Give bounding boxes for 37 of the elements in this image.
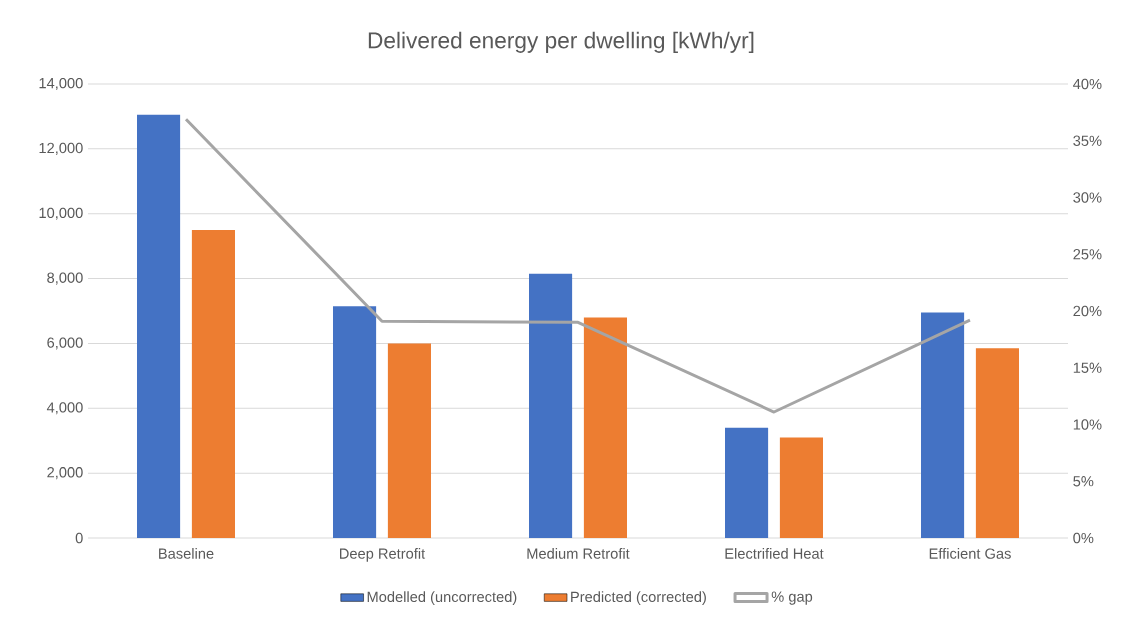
x-tick-label: Medium Retrofit — [527, 548, 630, 559]
y2-tick-label: 15% — [1073, 362, 1102, 373]
y-tick-label: 8,000 — [47, 272, 83, 285]
bar — [137, 114, 181, 538]
y2-tick-label: 20% — [1073, 305, 1102, 317]
bar — [387, 343, 431, 538]
bar — [583, 317, 627, 538]
bar — [529, 273, 573, 538]
x-tick-label: Electrified Heat — [725, 548, 824, 559]
y-tick-label: 0 — [75, 532, 83, 544]
bar — [921, 312, 965, 538]
y2-tick-label: 10% — [1073, 419, 1102, 430]
y2-tick-label: 40% — [1073, 78, 1102, 90]
bar — [725, 427, 769, 538]
y2-tick-label: 35% — [1073, 135, 1102, 146]
y-tick-label: 14,000 — [39, 77, 83, 91]
y-tick-label: 2,000 — [47, 467, 83, 480]
y-tick-label: 6,000 — [47, 337, 83, 350]
bar — [779, 437, 823, 538]
y-tick-label: 12,000 — [39, 142, 83, 155]
line-series — [184, 117, 972, 414]
y-tick-label: 4,000 — [46, 402, 83, 415]
bar — [191, 229, 235, 538]
y-tick-label: 10,000 — [39, 207, 83, 220]
y2-tick-label: 0% — [1073, 532, 1094, 544]
y2-tick-label: 30% — [1073, 192, 1102, 203]
legend-label: Modelled (uncorrected) — [367, 591, 517, 605]
bar — [333, 306, 377, 538]
x-tick-label: Baseline — [159, 548, 214, 559]
y2-tick-label: 5% — [1073, 476, 1094, 487]
x-tick-label: Deep Retrofit — [340, 548, 426, 562]
chart-title: Delivered energy per dwelling [kWh/yr] — [368, 31, 754, 53]
legend-label: Predicted (corrected) — [571, 591, 706, 605]
x-tick-label: Efficient Gas — [929, 548, 1011, 559]
bar — [975, 348, 1019, 538]
y2-tick-label: 25% — [1073, 249, 1102, 260]
legend-label: % gap — [771, 591, 813, 605]
